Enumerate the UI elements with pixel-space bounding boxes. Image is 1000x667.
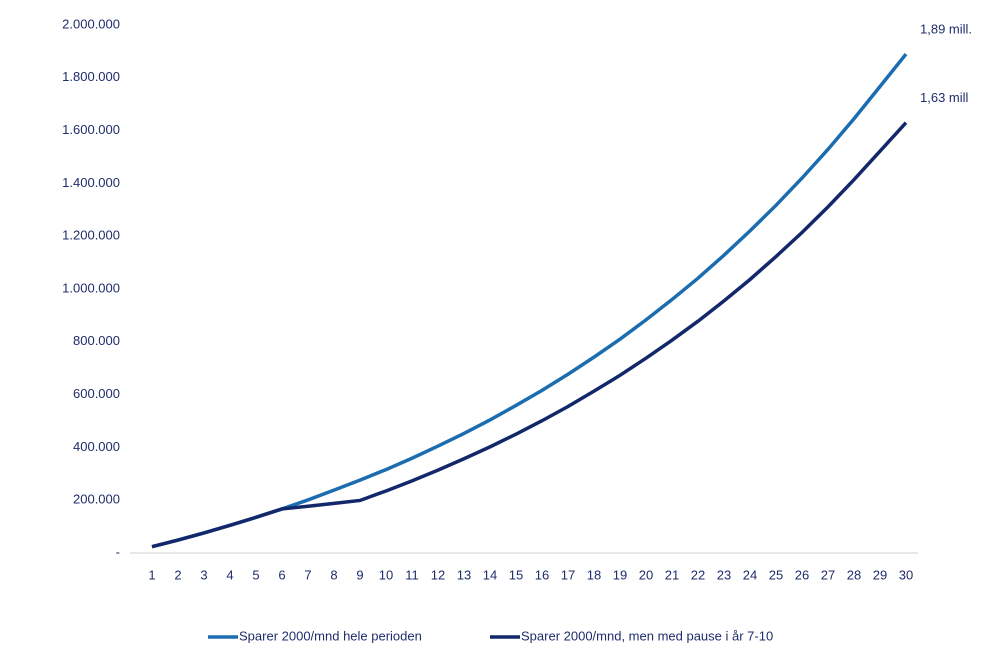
x-tick-label: 4: [226, 567, 233, 582]
x-tick-label: 12: [431, 567, 445, 582]
x-tick-label: 11: [405, 567, 419, 582]
legend-label: Sparer 2000/mnd hele perioden: [239, 628, 422, 643]
y-tick-label: 1.000.000: [62, 280, 120, 295]
x-tick-label: 19: [613, 567, 627, 582]
y-tick-label: 600.000: [73, 386, 120, 401]
x-tick-label: 15: [509, 567, 523, 582]
y-tick-label: 800.000: [73, 333, 120, 348]
x-tick-label: 17: [561, 567, 575, 582]
x-tick-label: 18: [587, 567, 601, 582]
x-tick-label: 14: [483, 567, 497, 582]
y-tick-label: 1.200.000: [62, 228, 120, 243]
x-tick-label: 20: [639, 567, 653, 582]
x-tick-label: 26: [795, 567, 809, 582]
y-tick-label: 1.400.000: [62, 175, 120, 190]
x-tick-label: 27: [821, 567, 835, 582]
y-tick-label: 400.000: [73, 439, 120, 454]
x-tick-label: 6: [278, 567, 285, 582]
y-tick-label: 1.800.000: [62, 69, 120, 84]
x-tick-label: 1: [148, 567, 155, 582]
x-tick-label: 28: [847, 567, 861, 582]
x-tick-label: 9: [356, 567, 363, 582]
end-annotation: 1,63 mill: [920, 90, 969, 105]
x-tick-label: 13: [457, 567, 471, 582]
x-tick-label: 24: [743, 567, 757, 582]
x-tick-label: 21: [665, 567, 679, 582]
y-tick-label: -: [116, 544, 120, 559]
y-tick-label: 200.000: [73, 492, 120, 507]
end-annotation: 1,89 mill.: [920, 21, 972, 36]
legend-label: Sparer 2000/mnd, men med pause i år 7-10: [521, 628, 773, 643]
x-tick-label: 22: [691, 567, 705, 582]
y-tick-label: 2.000.000: [62, 16, 120, 31]
x-tick-label: 23: [717, 567, 731, 582]
x-tick-label: 10: [379, 567, 393, 582]
y-tick-label: 1.600.000: [62, 122, 120, 137]
x-tick-label: 5: [252, 567, 259, 582]
x-tick-label: 8: [330, 567, 337, 582]
x-tick-label: 7: [304, 567, 311, 582]
x-tick-label: 16: [535, 567, 549, 582]
x-tick-label: 3: [200, 567, 207, 582]
x-tick-label: 29: [873, 567, 887, 582]
x-tick-label: 2: [174, 567, 181, 582]
series-line: [151, 52, 908, 549]
x-tick-label: 30: [899, 567, 913, 582]
x-tick-label: 25: [769, 567, 783, 582]
series-line: [151, 121, 908, 549]
